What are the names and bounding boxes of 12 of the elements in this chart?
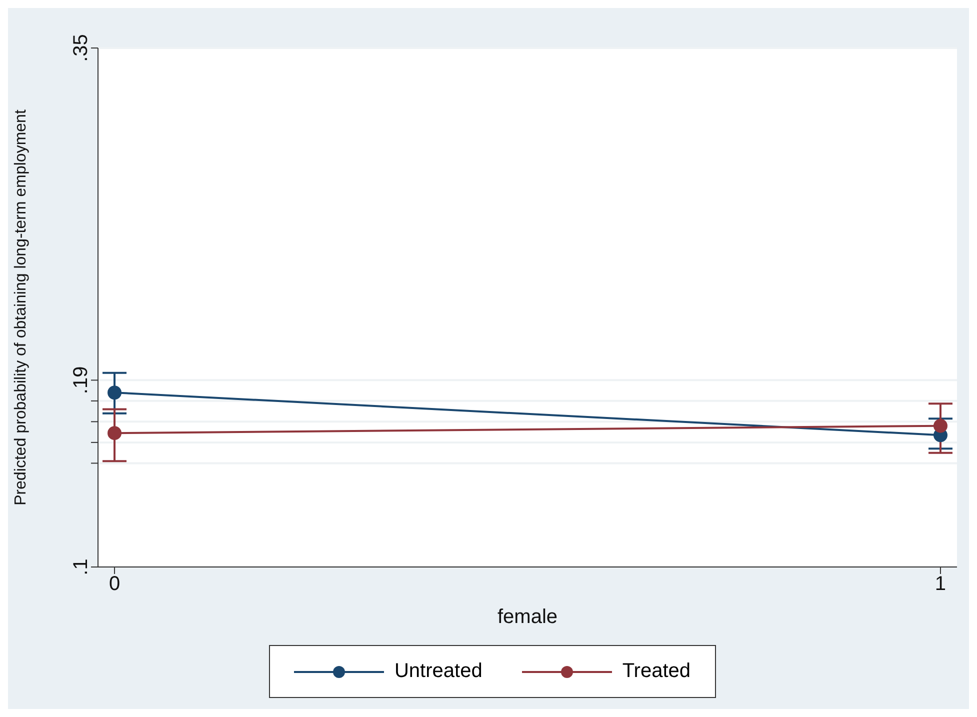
y-tick-label: .19 (70, 366, 92, 394)
legend-label: Treated (622, 660, 691, 683)
y-tick-label: .35 (70, 34, 92, 62)
y-tick-label: .1 (70, 558, 92, 576)
legend-label: Untreated (394, 660, 482, 683)
point (933, 418, 948, 433)
x-tick-label: 0 (108, 573, 120, 596)
y-axis-title: Predicted probability of obtaining long-term employment (12, 109, 30, 506)
point (108, 426, 122, 440)
x-tick-label: 1 (934, 573, 946, 596)
point (108, 386, 122, 400)
x-axis-title: female (497, 606, 558, 628)
